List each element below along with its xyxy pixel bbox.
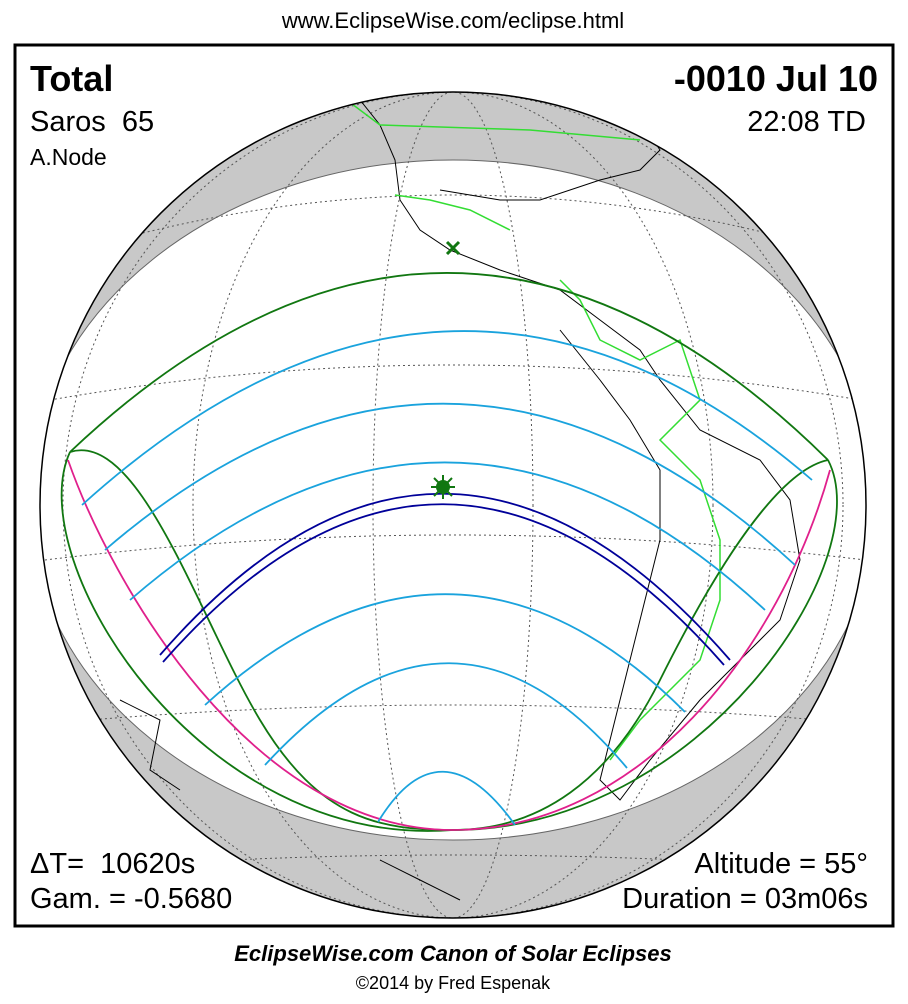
altitude: Altitude = 55° <box>694 848 868 880</box>
day-side <box>40 159 866 841</box>
footer-credit: ©2014 by Fred Espenak <box>356 973 551 993</box>
footer-title: EclipseWise.com Canon of Solar Eclipses <box>234 941 672 966</box>
duration: Duration = 03m06s <box>622 883 868 915</box>
time: 22:08 TD <box>747 106 866 138</box>
saros: Saros 65 <box>30 106 154 138</box>
delta-t: ΔT= 10620s <box>30 848 195 880</box>
gamma: Gam. = -0.5680 <box>30 883 232 915</box>
url: www.EclipseWise.com/eclipse.html <box>281 8 624 33</box>
greatest-eclipse-rays <box>431 475 455 499</box>
eclipse-paths <box>60 272 838 832</box>
graticule <box>44 92 866 918</box>
globe-outline <box>39 91 867 919</box>
max-point <box>445 240 461 256</box>
node: A.Node <box>30 144 107 170</box>
date: -0010 Jul 10 <box>674 58 878 99</box>
eclipse-type: Total <box>30 58 113 99</box>
borders <box>339 94 721 761</box>
